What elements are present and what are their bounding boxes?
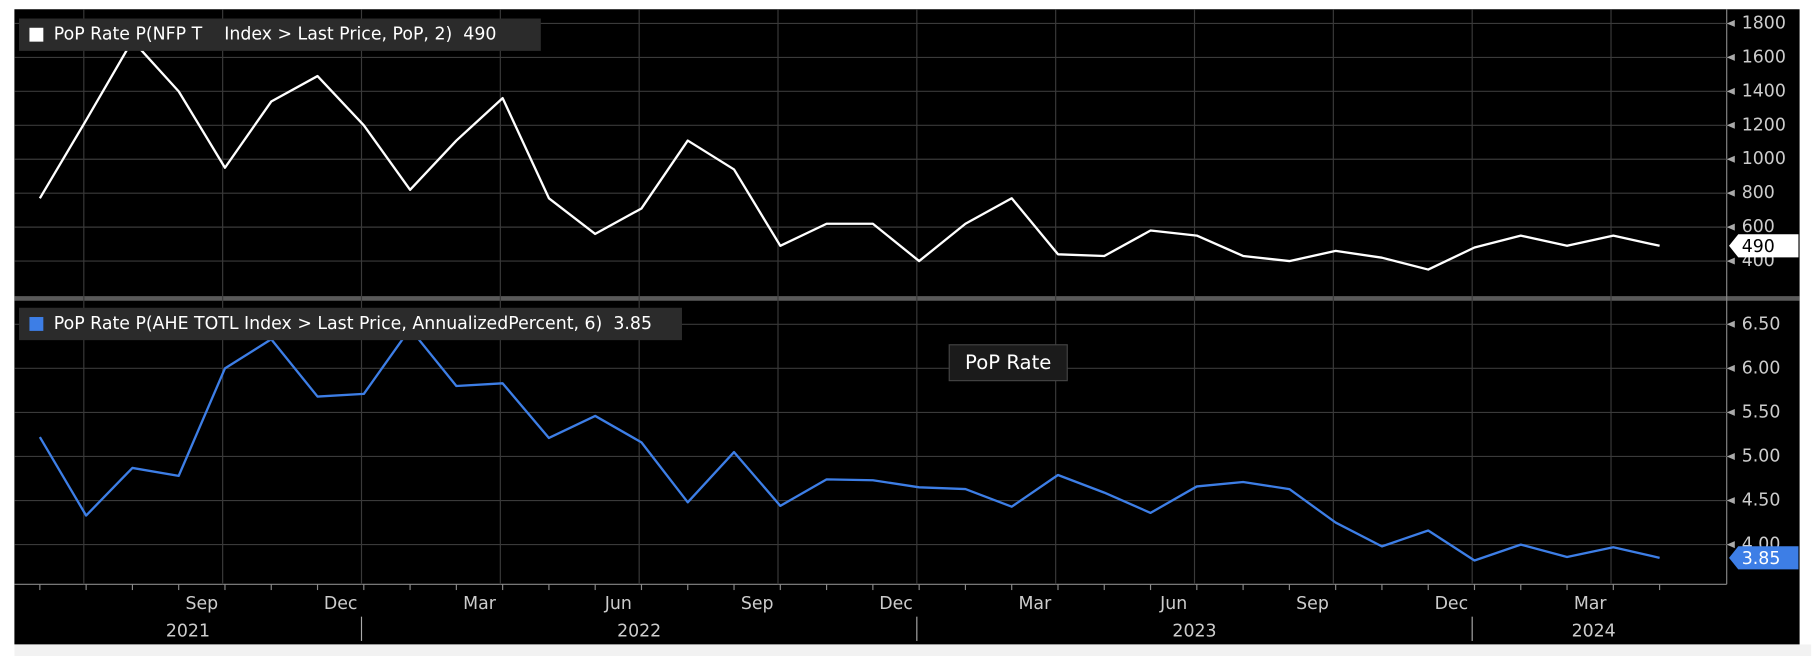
y-tick-label: 5.50 [1742,402,1781,422]
bottom-strip [14,644,1812,656]
y-tick-label: 1800 [1742,13,1786,33]
x-tick-label: Dec [879,594,913,614]
y-tick-mark [1726,320,1735,328]
overlay: PoP Rate PoP Rate P(NFP T Index > Last P… [19,18,1799,570]
last-value-badge [1729,234,1799,258]
x-tick-label: Mar [463,594,497,614]
x-tick-label: Sep [185,594,218,614]
y-tick-label: 1200 [1742,115,1786,135]
y-tick-label: 1400 [1742,81,1786,101]
legend-text: PoP Rate P(NFP T Index > Last Price, PoP… [54,25,497,45]
y-tick-mark [1726,53,1735,61]
y-tick-mark [1726,223,1735,231]
tooltip-text: PoP Rate [965,351,1051,374]
y-tick-label: 1600 [1742,47,1786,67]
x-tick-label: Jun [604,594,632,614]
y-tick-label: 800 [1742,183,1775,203]
y-tick-mark [1726,364,1735,372]
x-year-label: 2023 [1172,622,1216,642]
grid: 400600800100012001400160018004.004.505.0… [14,9,1786,642]
last-value-label: 490 [1742,237,1775,257]
legend-swatch [29,27,44,42]
tooltip-box [948,344,1068,382]
y-tick-mark [1726,121,1735,129]
x-tick-label: Dec [1435,594,1469,614]
last-value-badge [1729,546,1799,570]
marks [38,39,1660,562]
y-tick-mark [1726,155,1735,163]
y-tick-mark [1726,87,1735,95]
y-tick-label: 1000 [1742,149,1786,169]
x-tick-label: Sep [741,594,774,614]
y-tick-mark [1726,453,1735,460]
legend-box [19,307,682,341]
legend-name: PoP Rate P(NFP T Index > Last Price, PoP… [54,25,453,45]
legend-value: 490 [463,25,496,45]
y-tick-label: 6.00 [1742,358,1781,378]
y-tick-mark [1726,19,1735,27]
legend-name: PoP Rate P(AHE TOTL Index > Last Price, … [54,314,603,334]
series-line [38,39,1660,271]
x-year-label: 2021 [166,622,210,642]
y-tick-label: 4.50 [1742,491,1781,511]
x-tick-label: Jun [1159,594,1187,614]
y-tick-mark [1726,541,1735,549]
x-tick-label: Mar [1574,594,1608,614]
y-tick-mark [1726,189,1735,197]
x-tick-label: Sep [1296,594,1329,614]
legend-box [19,18,541,51]
x-year-label: 2024 [1572,622,1616,642]
x-tick-label: Dec [324,594,358,614]
y-tick-mark [1726,257,1735,265]
y-tick-label: 600 [1742,217,1775,237]
last-value-label: 3.85 [1742,549,1781,569]
y-tick-label: 5.00 [1742,446,1781,466]
legend-value: 3.85 [613,314,652,334]
legend-text: PoP Rate P(AHE TOTL Index > Last Price, … [54,314,652,334]
y-tick-mark [1726,408,1735,416]
y-tick-label: 6.50 [1742,314,1781,334]
y-tick-mark [1726,497,1735,505]
legend-swatch [29,317,44,331]
x-tick-label: Mar [1018,594,1052,614]
series-line [38,327,1660,562]
x-year-label: 2022 [617,622,661,642]
